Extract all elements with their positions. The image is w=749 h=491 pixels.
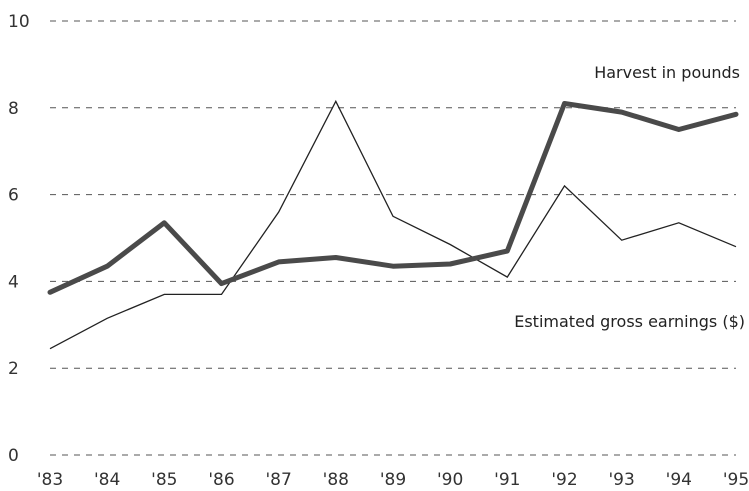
x-tick-label: '89 bbox=[380, 470, 406, 490]
series-lines bbox=[47, 99, 739, 350]
y-tick-label: 8 bbox=[8, 99, 19, 119]
series-annotations: Harvest in pounds Estimated gross earning… bbox=[514, 63, 745, 331]
y-axis-tick-labels: 0 2 4 6 8 10 bbox=[8, 12, 30, 466]
x-tick-label: '95 bbox=[723, 470, 749, 490]
x-tick-label: '83 bbox=[37, 470, 63, 490]
y-tick-label: 2 bbox=[8, 359, 19, 379]
x-axis-tick-labels: '83 '84 '85 '86 '87 '88 '89 '90 '91 '92 '93 '94 '95 bbox=[37, 470, 749, 490]
x-tick-label: '93 bbox=[609, 470, 635, 490]
x-tick-label: '84 bbox=[94, 470, 120, 490]
x-tick-label: '88 bbox=[323, 470, 349, 490]
x-tick-label: '92 bbox=[551, 470, 577, 490]
x-tick-label: '85 bbox=[151, 470, 177, 490]
x-tick-label: '87 bbox=[266, 470, 292, 490]
gridlines bbox=[50, 20, 736, 456]
x-tick-label: '90 bbox=[437, 470, 463, 490]
x-tick-label: '91 bbox=[494, 470, 520, 490]
y-tick-label: 4 bbox=[8, 272, 19, 292]
series-line-harvest bbox=[47, 101, 739, 295]
y-tick-label: 10 bbox=[8, 12, 30, 32]
x-tick-label: '94 bbox=[666, 470, 692, 490]
earnings-series-label: Estimated gross earnings ($) bbox=[514, 312, 745, 331]
y-tick-label: 6 bbox=[8, 186, 19, 206]
x-tick-label: '86 bbox=[208, 470, 234, 490]
y-tick-label: 0 bbox=[8, 446, 19, 466]
harvest-series-label: Harvest in pounds bbox=[594, 63, 740, 82]
